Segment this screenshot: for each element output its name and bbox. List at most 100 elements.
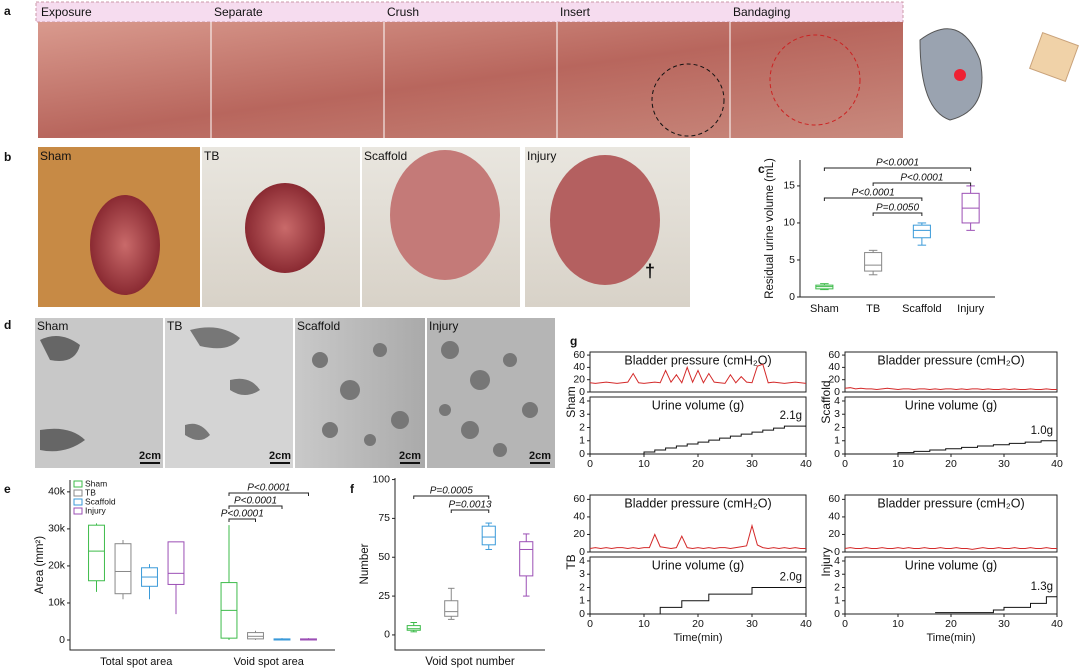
sig-bracket [872, 212, 923, 216]
y-axis-label: Residual urine volume (mL) [764, 158, 776, 299]
y-tick-label: 15 [783, 180, 795, 192]
subplot-title: Urine volume (g) [652, 558, 744, 572]
y-tick-label: 2 [834, 581, 840, 593]
y-tick-label: 2 [579, 421, 585, 433]
y-tick-label: 75 [378, 512, 390, 524]
void-spot [185, 327, 260, 440]
x-axis-label: Time(min) [926, 632, 975, 644]
x-tick-label: 40 [800, 618, 812, 630]
subplot-title: Urine volume (g) [905, 558, 997, 572]
legend-swatch [73, 489, 83, 497]
end-label: 2.0g [780, 572, 802, 584]
step-label: Separate [214, 5, 263, 19]
filter-paper [295, 318, 425, 468]
y-tick-label: 0 [579, 546, 585, 558]
y-tick-label: 4 [834, 555, 840, 567]
sig-bracket [228, 505, 283, 509]
x-tick-label: Scaffold [902, 303, 942, 315]
y-tick-label: 1 [579, 435, 585, 447]
axes-frame [589, 494, 807, 553]
y-tick-label: 0 [834, 448, 840, 460]
panel-label: b [4, 150, 11, 164]
sig-label: P<0.0001 [852, 188, 895, 199]
y-tick-label: 20 [573, 373, 585, 385]
legend-swatch [73, 498, 83, 506]
y-tick-label: 0 [789, 291, 795, 303]
y-tick-label: 0 [834, 546, 840, 558]
photo-label: Scaffold [364, 149, 407, 163]
scale-bar-label: 2cm [399, 450, 421, 462]
x-tick-label: 0 [842, 458, 848, 470]
photo-label: Sham [40, 149, 71, 163]
dagger: † [645, 261, 655, 281]
y-tick-label: 4 [579, 395, 585, 407]
subplot-title: Bladder pressure (cmH₂O) [877, 353, 1024, 367]
step-label: Exposure [41, 5, 92, 19]
photo [390, 150, 500, 280]
end-label: 1.3g [1031, 581, 1053, 593]
x-tick-label: 20 [692, 458, 704, 470]
panel-label: d [4, 318, 11, 332]
row-label: Injury [819, 547, 833, 576]
y-tick-label: 2 [834, 421, 840, 433]
sig-label: P=0.0005 [430, 486, 474, 497]
photo-label: Scaffold [297, 319, 340, 333]
y-tick-label: 20 [573, 528, 585, 540]
legend-swatch [73, 480, 83, 488]
step-label: Crush [387, 5, 419, 19]
axes [799, 160, 995, 298]
y-tick-label: 10 [783, 217, 795, 229]
y-tick-label: 3 [834, 568, 840, 580]
box [519, 541, 534, 577]
void-spot [40, 336, 85, 452]
sig-label: P<0.0001 [900, 173, 943, 184]
y-tick-label: 25 [378, 590, 390, 602]
box [444, 600, 459, 617]
axes [69, 480, 335, 651]
photo-label: Injury [527, 149, 556, 163]
x-tick-label: 10 [892, 458, 904, 470]
void-spots [312, 341, 538, 457]
y-tick-label: 0 [834, 608, 840, 620]
photo-layer [35, 1, 1079, 468]
anatomy-sketch [954, 69, 966, 81]
x-tick-label: 20 [945, 618, 957, 630]
x-tick-label: 40 [1051, 618, 1063, 630]
y-tick-label: 40 [828, 361, 840, 373]
y-tick-label: 0 [384, 629, 390, 641]
subplot-title: Bladder pressure (cmH₂O) [624, 496, 771, 510]
x-tick-label: 10 [638, 458, 650, 470]
x-tick-label: 0 [587, 618, 593, 630]
box [912, 224, 931, 239]
photo-label: TB [167, 319, 182, 333]
y-tick-label: 40 [573, 361, 585, 373]
sig-label: P=0.0013 [448, 500, 492, 511]
surgery-photos [38, 22, 903, 138]
sig-bracket [823, 197, 923, 201]
sig-bracket [823, 167, 972, 171]
y-tick-label: 3 [579, 568, 585, 580]
x-tick-label: 20 [945, 458, 957, 470]
photo [90, 195, 160, 295]
photo-label: TB [204, 149, 219, 163]
highlight-circle [651, 63, 725, 137]
x-tick-label: Void spot area [234, 656, 305, 668]
subplot-title: Bladder pressure (cmH₂O) [877, 496, 1024, 510]
scaffold-sketch [1029, 32, 1079, 82]
legend-label: TB [85, 487, 96, 497]
y-tick-label: 3 [834, 408, 840, 420]
x-tick-label: 10 [892, 618, 904, 630]
data-line [590, 425, 806, 455]
y-tick-label: 0 [59, 634, 65, 646]
x-tick-label: 30 [746, 458, 758, 470]
x-axis-label: Time(min) [673, 632, 722, 644]
y-tick-label: 30k [48, 523, 66, 535]
sig-bracket [413, 495, 490, 499]
data-line [590, 586, 806, 615]
subplot-title: Urine volume (g) [905, 398, 997, 412]
y-tick-label: 60 [573, 493, 585, 505]
box [406, 625, 421, 631]
x-tick-label: 30 [998, 458, 1010, 470]
scale-bar-label: 2cm [269, 450, 291, 462]
x-tick-label: Injury [957, 303, 984, 315]
